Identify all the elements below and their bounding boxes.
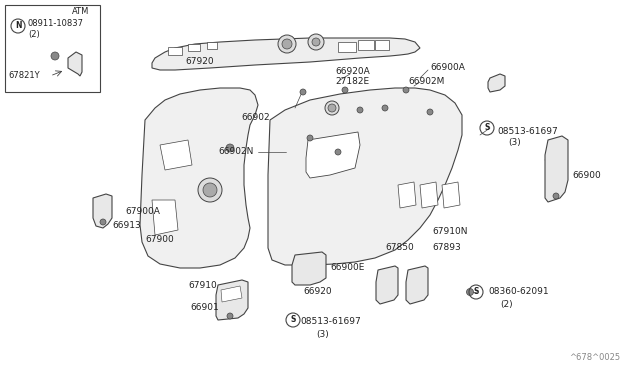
Text: ^678^0025: ^678^0025: [569, 353, 620, 362]
Circle shape: [335, 149, 341, 155]
Bar: [5, 5, 100, 92]
Text: 27182E: 27182E: [335, 77, 369, 87]
Polygon shape: [188, 44, 200, 51]
Circle shape: [51, 52, 59, 60]
Circle shape: [278, 35, 296, 53]
Text: 66902N: 66902N: [218, 148, 253, 157]
Circle shape: [312, 38, 320, 46]
Polygon shape: [292, 252, 326, 285]
Text: 67850: 67850: [385, 244, 413, 253]
Text: 66901: 66901: [190, 302, 219, 311]
Text: 66900: 66900: [572, 170, 601, 180]
Text: N: N: [15, 22, 21, 31]
Circle shape: [300, 89, 306, 95]
Circle shape: [227, 313, 233, 319]
Circle shape: [467, 289, 474, 295]
Polygon shape: [358, 40, 374, 50]
Text: 66902M: 66902M: [408, 77, 444, 87]
Text: 67920: 67920: [185, 58, 214, 67]
Polygon shape: [140, 88, 258, 268]
Text: 66913: 66913: [112, 221, 141, 230]
Text: (3): (3): [508, 138, 521, 148]
Text: (3): (3): [316, 330, 329, 339]
Text: 66900A: 66900A: [430, 64, 465, 73]
Polygon shape: [545, 136, 568, 202]
Polygon shape: [406, 266, 428, 304]
Text: S: S: [291, 315, 296, 324]
Text: S: S: [474, 288, 479, 296]
Text: 66900E: 66900E: [330, 263, 364, 273]
Polygon shape: [338, 42, 356, 52]
Text: 66920: 66920: [303, 288, 332, 296]
Text: 08513-61697: 08513-61697: [300, 317, 361, 327]
Text: 67910N: 67910N: [432, 228, 467, 237]
Polygon shape: [168, 47, 182, 55]
Text: 08360-62091: 08360-62091: [488, 288, 548, 296]
Polygon shape: [160, 140, 192, 170]
Polygon shape: [152, 200, 178, 235]
Circle shape: [308, 34, 324, 50]
Text: (2): (2): [500, 299, 513, 308]
Polygon shape: [375, 40, 389, 50]
Circle shape: [427, 109, 433, 115]
Polygon shape: [268, 88, 462, 265]
Text: 67821Y: 67821Y: [8, 71, 40, 80]
Text: 66902: 66902: [241, 113, 269, 122]
Text: (2): (2): [28, 29, 40, 38]
Polygon shape: [93, 194, 112, 228]
Circle shape: [198, 178, 222, 202]
Polygon shape: [221, 286, 242, 302]
Polygon shape: [488, 74, 505, 92]
Text: ATM: ATM: [72, 7, 90, 16]
Circle shape: [307, 135, 313, 141]
Circle shape: [357, 107, 363, 113]
Polygon shape: [420, 182, 438, 208]
Circle shape: [342, 87, 348, 93]
Text: 67900: 67900: [145, 234, 173, 244]
Polygon shape: [376, 266, 398, 304]
Circle shape: [325, 101, 339, 115]
Text: 08513-61697: 08513-61697: [497, 128, 557, 137]
Circle shape: [226, 144, 234, 152]
Circle shape: [100, 219, 106, 225]
Text: 67900A: 67900A: [125, 206, 160, 215]
Text: 67893: 67893: [432, 244, 461, 253]
Circle shape: [282, 39, 292, 49]
Polygon shape: [68, 52, 82, 76]
Circle shape: [403, 87, 409, 93]
Polygon shape: [442, 182, 460, 208]
Polygon shape: [207, 42, 217, 49]
Circle shape: [328, 104, 336, 112]
Polygon shape: [216, 280, 248, 320]
Circle shape: [203, 183, 217, 197]
Polygon shape: [152, 38, 420, 70]
Text: S: S: [484, 124, 490, 132]
Polygon shape: [398, 182, 416, 208]
Polygon shape: [306, 132, 360, 178]
Circle shape: [382, 105, 388, 111]
Text: 66920A: 66920A: [335, 67, 370, 77]
Text: 08911-10837: 08911-10837: [28, 19, 84, 29]
Text: 67910: 67910: [188, 280, 217, 289]
Circle shape: [553, 193, 559, 199]
